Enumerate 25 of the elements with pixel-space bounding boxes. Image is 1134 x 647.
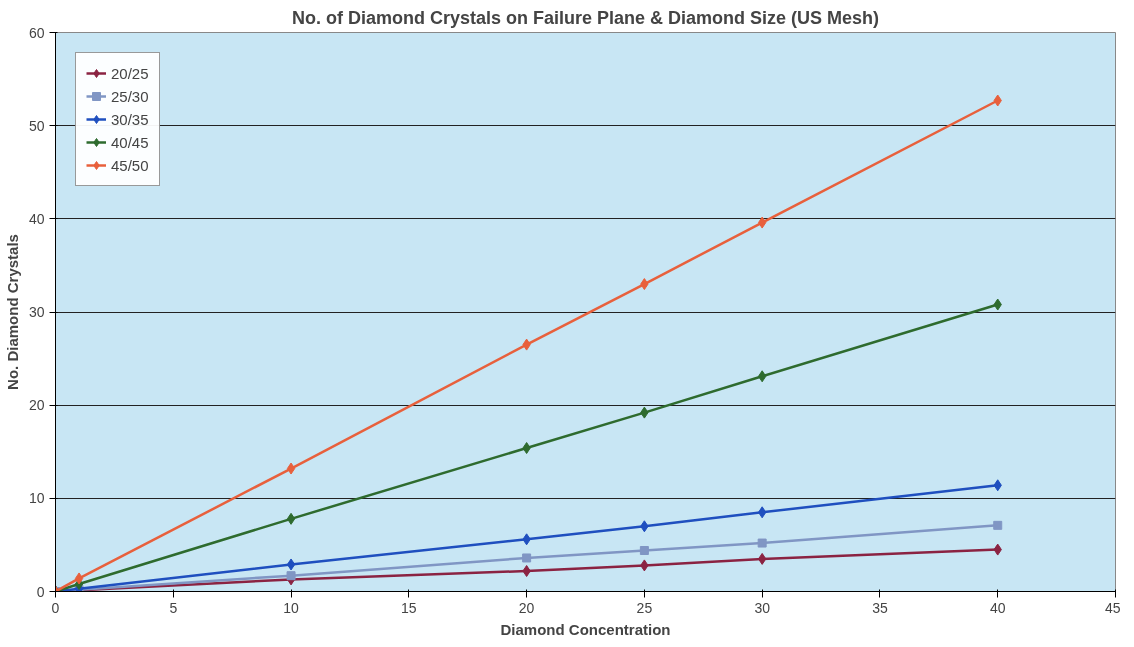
- y-tick-label: 0: [36, 583, 45, 600]
- y-tick-label: 30: [28, 304, 45, 320]
- x-tick-label: 45: [1104, 599, 1121, 616]
- x-tick-label: 15: [401, 599, 417, 616]
- y-tick-label: 20: [28, 397, 45, 414]
- y-tick-label: 50: [28, 117, 45, 134]
- y-tick-label: 10: [28, 490, 45, 507]
- legend-label: 40/45: [111, 133, 149, 151]
- x-axis-title: Diamond Concentration: [500, 620, 671, 638]
- x-tick-label: 30: [754, 599, 771, 616]
- legend-label: 25/30: [111, 87, 149, 105]
- legend-label: 45/50: [111, 156, 149, 174]
- x-tick-label: 25: [636, 599, 653, 616]
- y-tick-label: 40: [28, 210, 45, 227]
- x-tick-label: 10: [283, 599, 300, 616]
- legend-label: 30/35: [111, 110, 149, 128]
- y-axis-title: No. Diamond Crystals: [3, 234, 21, 390]
- x-tick-label: 0: [51, 599, 60, 616]
- x-tick-label: 40: [989, 599, 1006, 616]
- y-tick-label: 60: [28, 24, 45, 41]
- chart-title: No. of Diamond Crystals on Failure Plane & Diamond Size (US Mesh): [291, 7, 880, 28]
- legend-label: 20/25: [111, 64, 149, 82]
- x-tick-label: 35: [872, 599, 888, 616]
- x-tick-label: 5: [169, 599, 178, 616]
- x-tick-label: 20: [518, 599, 535, 616]
